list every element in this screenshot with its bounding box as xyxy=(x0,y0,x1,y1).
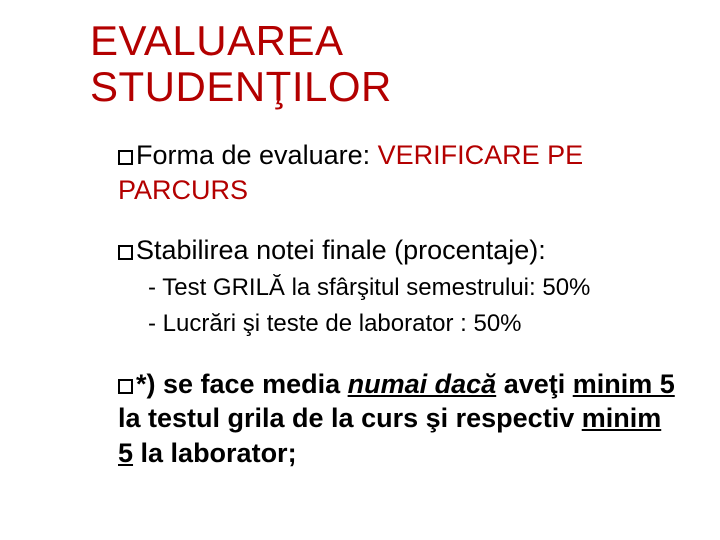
eval-form-prefix: Forma de evaluare: xyxy=(136,140,378,170)
grading-item-2: - Lucrări şi teste de laborator : 50% xyxy=(118,308,680,340)
slide: EVALUAREA STUDENŢILOR Forma de evaluare:… xyxy=(0,0,720,540)
slide-body: Forma de evaluare: VERIFICARE PE PARCURS… xyxy=(90,138,680,470)
grading-block: Stabilirea notei finale (procentaje): - … xyxy=(118,233,680,340)
square-bullet-icon xyxy=(118,150,133,165)
title-line-2: STUDENŢILOR xyxy=(90,63,392,110)
title-line-1: EVALUAREA xyxy=(90,17,344,64)
note-t5: la testul grila de la curs şi respectiv xyxy=(118,403,582,433)
square-bullet-icon xyxy=(118,379,133,394)
note-t4: minim 5 xyxy=(573,369,675,399)
note-block: *) se face media numai dacă aveţi minim … xyxy=(118,367,680,471)
note-t7: la laborator; xyxy=(133,438,297,468)
note-t3: aveţi xyxy=(496,369,573,399)
grading-item-1: - Test GRILĂ la sfârşitul semestrului: 5… xyxy=(118,272,680,304)
grading-lead-text: Stabilirea notei finale (procentaje): xyxy=(136,235,546,265)
square-bullet-icon xyxy=(118,245,133,260)
evaluation-form-block: Forma de evaluare: VERIFICARE PE PARCURS xyxy=(118,138,680,207)
grading-lead: Stabilirea notei finale (procentaje): xyxy=(118,233,680,268)
slide-title: EVALUAREA STUDENŢILOR xyxy=(90,18,680,110)
note-t2: numai dacă xyxy=(348,369,497,399)
note-t1: *) se face media xyxy=(136,369,348,399)
